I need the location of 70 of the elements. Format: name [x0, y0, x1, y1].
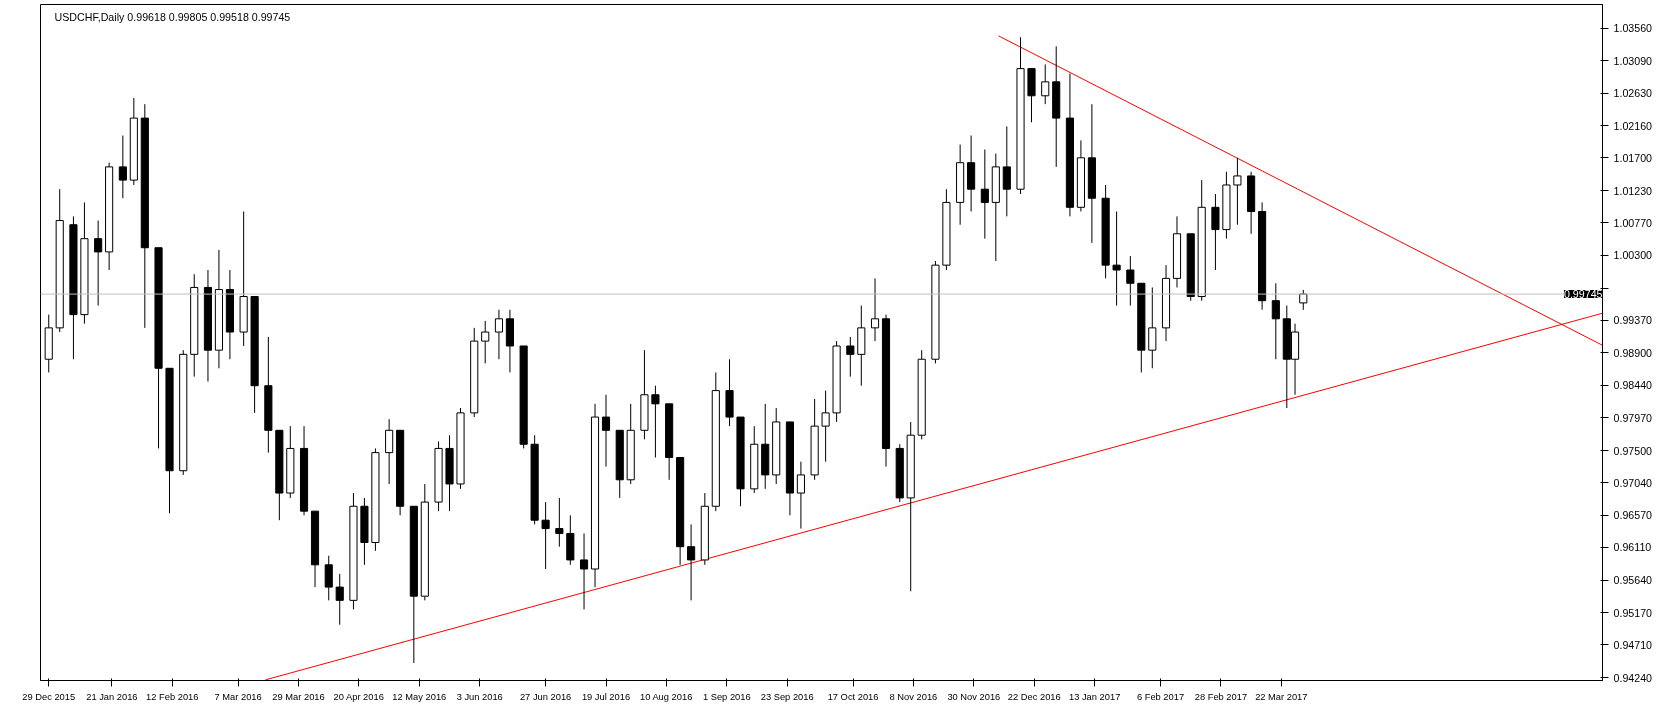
candlestick	[651, 385, 660, 458]
candlestick	[796, 461, 805, 530]
candlestick	[870, 277, 880, 342]
x-tick-label: 22 Mar 2017	[1255, 691, 1308, 702]
y-tick-label: 1.03090	[1613, 54, 1653, 67]
candlestick	[481, 320, 490, 364]
x-tick-label: 12 May 2016	[392, 691, 447, 702]
candlestick	[1148, 286, 1157, 369]
x-tick-label: 6 Feb 2017	[1136, 691, 1185, 702]
y-tick-label: 1.02160	[1613, 119, 1653, 132]
y-tick-label: 0.99370	[1613, 314, 1653, 327]
y-tick-label: 0.97970	[1613, 411, 1653, 424]
candlestick	[1041, 63, 1050, 105]
x-tick-label: 29 Mar 2016	[272, 691, 325, 702]
x-tick-label: 13 Jan 2017	[1068, 691, 1121, 702]
candlestick	[846, 336, 855, 378]
x-tick-label: 23 Sep 2016	[760, 691, 814, 702]
candlestick	[541, 501, 550, 570]
x-tick-label: 30 Nov 2016	[947, 691, 1001, 702]
candlestick	[1211, 193, 1220, 271]
candlestick	[118, 135, 127, 199]
x-tick-label: 21 Jan 2016	[86, 691, 138, 702]
candlestick	[687, 523, 696, 601]
candlestick	[1126, 255, 1135, 307]
y-tick-label: 0.98900	[1613, 346, 1653, 359]
candlestick	[821, 390, 830, 463]
candlestick	[1299, 289, 1308, 311]
x-tick-label: 17 Oct 2016	[827, 691, 879, 702]
y-tick-label: 1.00300	[1613, 249, 1653, 262]
x-tick-label: 28 Feb 2017	[1194, 691, 1248, 702]
x-tick-label: 22 Dec 2016	[1007, 691, 1061, 702]
candlestick	[335, 573, 344, 626]
y-tick-label: 0.96110	[1613, 541, 1652, 554]
candlestick	[555, 497, 564, 548]
candlestick	[1233, 157, 1242, 226]
text: USDCHF,Daily 0.99618 0.99805 0.99518 0.99745	[54, 10, 291, 23]
x-tick-label: 8 Nov 2016	[889, 691, 938, 702]
y-tick-label: 0.97500	[1613, 444, 1653, 457]
x-tick-label: 19 Jul 2016	[581, 691, 631, 702]
x-tick-label: 7 Mar 2016	[214, 691, 262, 702]
y-tick-label: 0.94710	[1613, 638, 1653, 651]
candlestick	[1112, 210, 1121, 307]
y-tick-label: 0.96570	[1613, 509, 1653, 522]
y-tick-label: 0.97040	[1613, 476, 1653, 489]
x-tick-label: 3 Jun 2016	[456, 691, 503, 702]
candlestick	[385, 418, 394, 485]
y-tick-label: 0.94240	[1613, 671, 1653, 684]
x-tick-label: 27 Jun 2016	[519, 691, 572, 702]
candlestick	[1271, 282, 1280, 360]
candlestick	[494, 309, 504, 360]
candlestick	[601, 394, 611, 468]
y-tick-label: 0.95640	[1613, 574, 1653, 587]
y-tick-label: 1.02630	[1613, 87, 1653, 100]
x-tick-label: 20 Apr 2016	[333, 691, 384, 702]
x-tick-label: 1 Sep 2016	[702, 691, 751, 702]
y-tick-label: 1.00770	[1613, 216, 1653, 229]
y-tick-label: 0.98440	[1613, 379, 1653, 392]
y-tick-label: 1.01230	[1613, 184, 1653, 197]
y-tick-label: 1.01700	[1613, 151, 1653, 164]
y-tick-label: 0.95170	[1613, 606, 1653, 619]
x-tick-label: 10 Aug 2016	[639, 691, 693, 702]
candlestick	[324, 555, 333, 601]
ref-line-label: 0.99745	[1563, 288, 1603, 301]
candlestick	[980, 148, 989, 240]
candlestick	[1002, 125, 1011, 217]
candlestick	[94, 220, 103, 307]
x-tick-label: 29 Dec 2015	[22, 691, 76, 702]
y-tick-label: 1.03560	[1613, 22, 1653, 35]
x-tick-label: 12 Feb 2016	[146, 691, 199, 702]
candlestick	[579, 532, 589, 610]
